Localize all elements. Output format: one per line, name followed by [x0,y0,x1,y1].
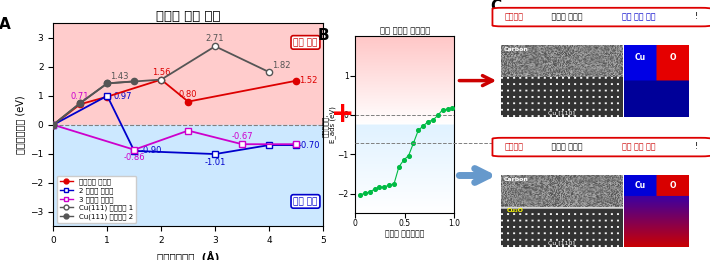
Point [354,193,366,197]
Text: A: A [0,17,11,32]
Title: 에너지 분포 상태: 에너지 분포 상태 [156,10,220,23]
Point [422,120,434,124]
Point [398,158,410,162]
Point [417,124,429,128]
Point [369,187,381,191]
Point [432,113,444,118]
Text: 2.71: 2.71 [206,34,224,43]
Text: -0.67: -0.67 [231,132,253,141]
Text: C: C [491,0,501,14]
Text: 발열 반응: 발열 반응 [293,197,317,206]
Point [403,153,415,158]
Text: -0.86: -0.86 [124,153,145,162]
Title: 산소 흡착률 자가조절: 산소 흡착률 자가조절 [380,27,430,36]
Point [442,107,453,111]
Point [413,128,424,132]
Point [383,183,395,187]
Point [373,185,385,189]
Point [388,182,400,186]
Y-axis label: 에너지지차이 (eV): 에너지지차이 (eV) [15,95,25,154]
Point [359,191,371,196]
Point [364,190,376,194]
Text: 0.71: 0.71 [71,92,89,101]
Bar [53,125,323,226]
Text: 흡열 반응: 흡열 반응 [293,38,317,47]
Y-axis label: 흡착에너지,
E_ads (eV): 흡착에너지, E_ads (eV) [322,106,337,143]
Text: -0.70: -0.70 [299,141,320,149]
Text: B: B [317,28,329,43]
Text: 1.43: 1.43 [110,72,129,81]
Text: 1.56: 1.56 [152,68,170,77]
Point [447,106,458,110]
Legend: 단원자층 거칠기, 2 원자층 거칠기, 3 원자층 거칠기, Cu(111) 교면경로 1, Cu(111) 교면경로 2: 단원자층 거칠기, 2 원자층 거칠기, 3 원자층 거칠기, Cu(111) … [57,176,136,223]
Point [408,141,419,145]
Text: 0.97: 0.97 [114,92,132,101]
Text: -0.90: -0.90 [141,146,162,155]
X-axis label: 표면의 산소점유도: 표면의 산소점유도 [385,230,425,239]
Text: 1.82: 1.82 [272,61,290,70]
Text: 0.80: 0.80 [179,90,197,99]
X-axis label: 산소침투깊이  (Å): 산소침투깊이 (Å) [157,250,219,260]
Point [427,118,439,122]
Point [393,165,405,169]
Point [437,107,448,112]
Text: +: + [331,100,354,128]
Text: -1.01: -1.01 [204,158,226,167]
Text: 1.52: 1.52 [299,76,317,85]
Bar [53,23,323,125]
Point [378,185,390,189]
